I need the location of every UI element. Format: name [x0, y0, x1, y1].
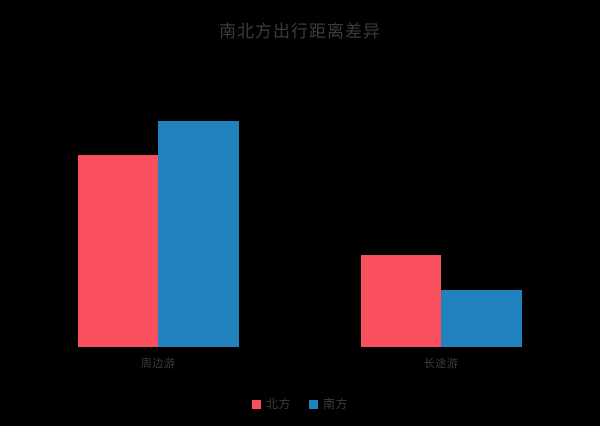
legend-label-south: 南方: [323, 397, 349, 411]
legend-item-south[interactable]: 南方: [309, 396, 348, 412]
bar-north-changtuyou[interactable]: [361, 255, 441, 347]
bar-north-zhoubianyou[interactable]: [78, 155, 158, 347]
legend-swatch-south-icon: [309, 399, 318, 409]
chart-legend: 北方 南方: [0, 396, 600, 412]
plot-area: [78, 121, 522, 347]
x-axis-label-changtuyou: 长途游: [423, 357, 459, 370]
legend-label-north: 北方: [265, 397, 291, 411]
legend-item-north[interactable]: 北方: [251, 396, 291, 412]
x-axis-label-zhoubianyou: 周边游: [140, 357, 176, 370]
bar-south-zhoubianyou[interactable]: [158, 121, 239, 347]
bar-south-changtuyou[interactable]: [441, 290, 522, 347]
chart-title: 南北方出行距离差异: [219, 22, 381, 42]
legend-swatch-north-icon: [251, 399, 261, 409]
